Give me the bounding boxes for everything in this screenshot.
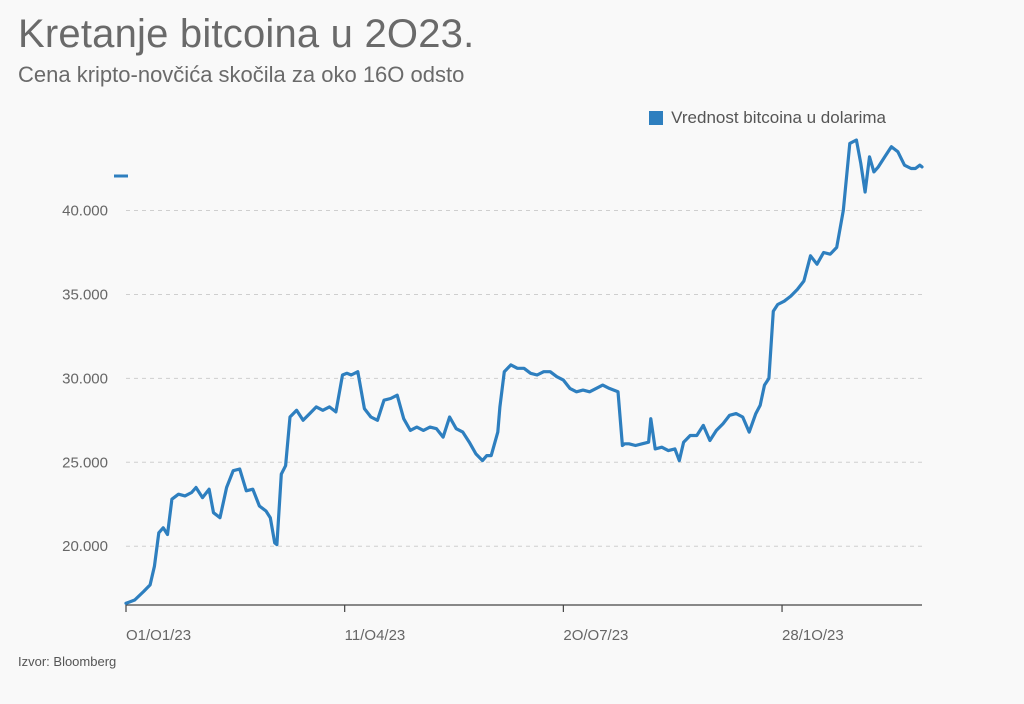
y-tick-label-2: 30.000 xyxy=(62,370,108,387)
x-tick-label-3: 28/1O/23 xyxy=(782,627,844,644)
gridlines xyxy=(126,210,922,547)
y-tick-label-4: 40.000 xyxy=(62,203,108,220)
series-group xyxy=(124,138,924,605)
legend: Vrednost bitcoina u dolarima xyxy=(649,108,886,128)
chart-subtitle: Cena kripto-novčića skočila za oko 16O o… xyxy=(18,62,465,87)
legend-label: Vrednost bitcoina u dolarima xyxy=(671,108,886,127)
y-tick-label-0: 20.000 xyxy=(62,538,108,555)
legend-swatch xyxy=(649,111,664,125)
x-tick-label-2: 2O/O7/23 xyxy=(563,627,628,644)
chart-title: Kretanje bitcoina u 2O23. xyxy=(18,12,475,56)
y-axis-tick-labels: 20.000 25.000 30.000 35.000 40.000 xyxy=(62,203,108,556)
x-tick-label-1: 11/O4/23 xyxy=(345,627,406,644)
y-tick-label-1: 25.000 xyxy=(62,454,108,471)
x-tick-label-0: O1/O1/23 xyxy=(126,627,191,644)
axes xyxy=(114,174,922,612)
source-note: Izvor: Bloomberg xyxy=(18,654,117,669)
y-tick-label-3: 35.000 xyxy=(62,286,108,303)
series-line-0 xyxy=(124,138,924,605)
x-axis-tick-labels: O1/O1/23 11/O4/23 2O/O7/23 28/1O/23 xyxy=(126,627,844,644)
